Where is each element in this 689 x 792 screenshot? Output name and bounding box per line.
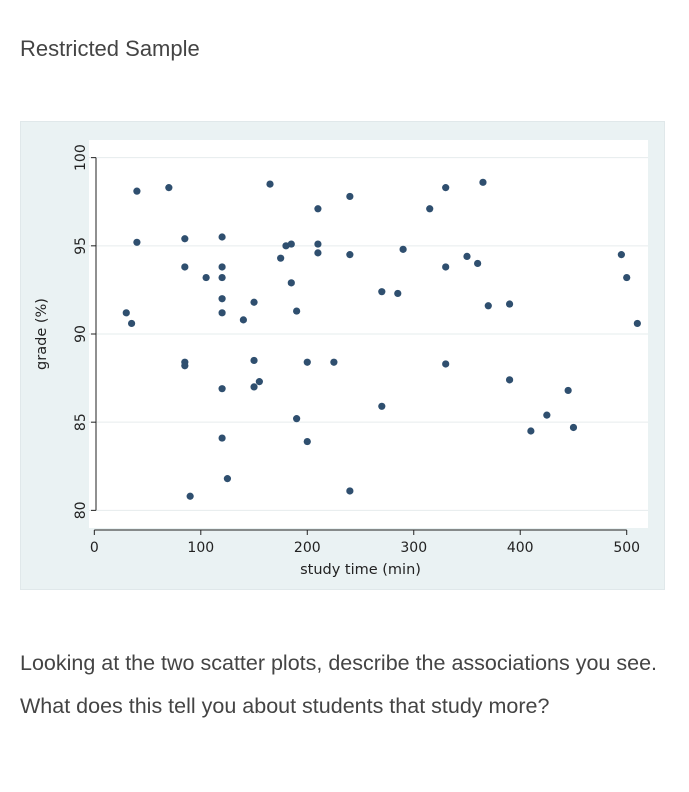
- x-tick-label-0: 0: [90, 540, 99, 556]
- data-point-8: [181, 362, 189, 370]
- x-tick-label-200: 200: [294, 540, 321, 556]
- x-tick-label-500: 500: [613, 540, 640, 556]
- data-point-40: [378, 288, 386, 296]
- data-point-54: [527, 427, 535, 435]
- data-point-41: [378, 402, 386, 410]
- data-point-17: [218, 434, 226, 442]
- data-point-37: [346, 192, 354, 201]
- data-point-31: [303, 358, 311, 366]
- axes: 80 85 90 95 100 0 100 200 300 400 500: [73, 144, 640, 556]
- data-point-12: [218, 263, 226, 271]
- data-points: [122, 178, 641, 500]
- data-point-1: [127, 319, 136, 328]
- data-point-30: [293, 415, 301, 423]
- data-point-13: [218, 273, 226, 282]
- x-tick-label-300: 300: [400, 540, 427, 556]
- y-tick-label-80: 80: [73, 501, 89, 519]
- data-point-34: [314, 240, 322, 248]
- data-point-58: [617, 251, 625, 259]
- data-point-11: [218, 233, 226, 241]
- y-tick-label-90: 90: [73, 325, 89, 343]
- data-point-9: [186, 492, 194, 500]
- data-point-14: [218, 295, 226, 303]
- y-axis-title: grade (%): [34, 298, 50, 370]
- x-tick-label-100: 100: [187, 540, 214, 556]
- data-point-43: [399, 245, 407, 253]
- question-text: Looking at the two scatter plots, descri…: [20, 651, 658, 718]
- data-point-19: [239, 316, 247, 324]
- scatter-plot-figure: 80 85 90 95 100 0 100 200 300 400 500 study time (…: [20, 121, 665, 590]
- data-point-36: [330, 358, 338, 366]
- data-point-59: [623, 273, 631, 282]
- data-point-45: [442, 184, 450, 192]
- data-point-50: [479, 178, 487, 186]
- data-point-29: [293, 307, 301, 315]
- data-point-20: [250, 298, 258, 306]
- data-point-3: [133, 238, 141, 246]
- data-point-21: [250, 356, 258, 365]
- data-point-18: [223, 475, 232, 483]
- data-point-4: [165, 184, 173, 192]
- y-tick-label-95: 95: [73, 237, 89, 255]
- data-point-53: [505, 376, 514, 384]
- data-point-28: [287, 279, 295, 287]
- data-point-16: [218, 385, 226, 393]
- data-point-25: [277, 254, 285, 262]
- data-point-23: [255, 378, 263, 386]
- data-point-5: [181, 235, 189, 243]
- page-heading: Restricted Sample: [20, 36, 200, 61]
- x-axis-title: study time (min): [300, 562, 421, 578]
- data-point-51: [484, 302, 492, 310]
- data-point-42: [394, 289, 402, 298]
- data-point-15: [218, 309, 226, 317]
- data-point-35: [314, 249, 322, 257]
- data-point-32: [303, 437, 311, 446]
- data-point-46: [442, 263, 450, 271]
- data-point-60: [633, 319, 641, 328]
- gridlines: [89, 157, 648, 511]
- y-tick-label-85: 85: [73, 413, 89, 431]
- data-point-2: [133, 187, 141, 195]
- y-tick-label-100: 100: [73, 144, 89, 171]
- data-point-39: [346, 487, 354, 495]
- data-point-10: [202, 273, 210, 282]
- data-point-57: [569, 423, 578, 432]
- x-tick-label-400: 400: [507, 540, 534, 556]
- data-point-44: [426, 205, 434, 213]
- data-point-33: [314, 205, 322, 213]
- data-point-48: [463, 252, 471, 260]
- data-point-27: [287, 240, 295, 248]
- data-point-47: [442, 360, 450, 368]
- data-point-22: [250, 383, 258, 391]
- data-point-0: [122, 309, 130, 317]
- data-point-55: [543, 411, 551, 419]
- data-point-56: [564, 386, 572, 395]
- data-point-38: [346, 251, 354, 259]
- data-point-6: [181, 263, 189, 271]
- data-point-52: [505, 300, 514, 308]
- scatter-plot: 80 85 90 95 100 0 100 200 300 400 500 study time (…: [34, 140, 648, 578]
- data-point-24: [266, 180, 274, 188]
- data-point-49: [474, 259, 482, 268]
